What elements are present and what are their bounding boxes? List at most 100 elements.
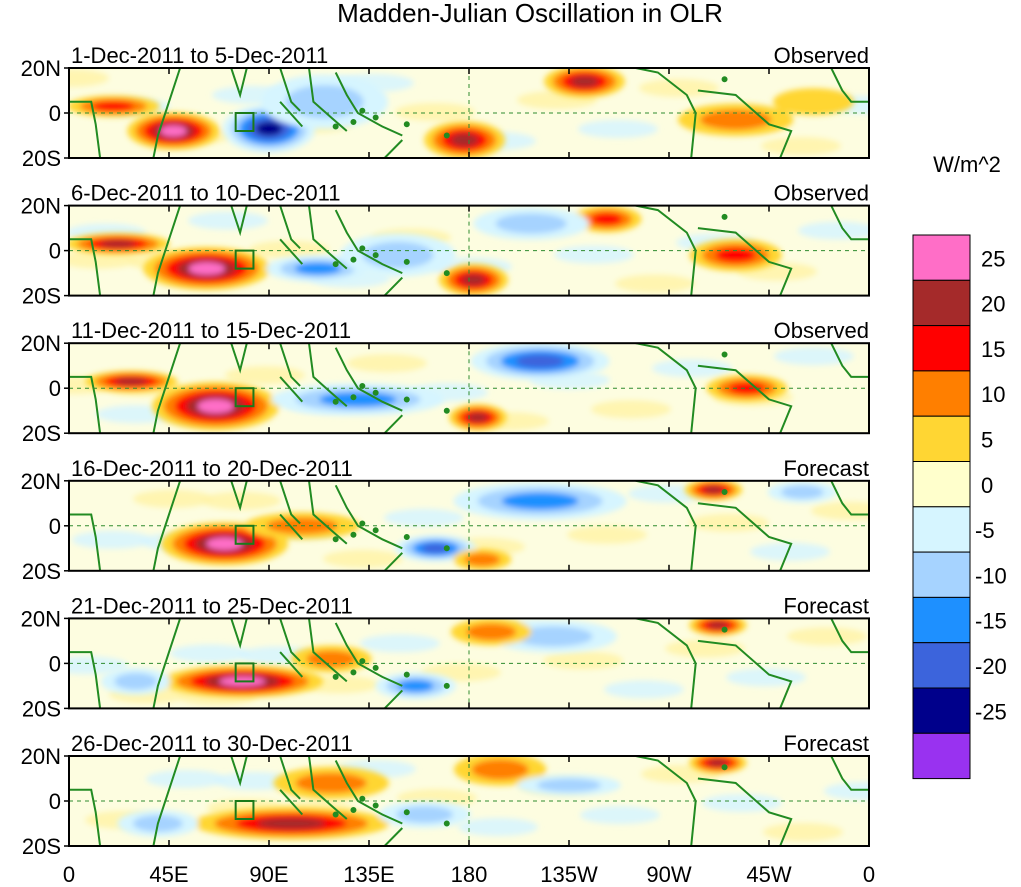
legend-tick-label: -25 [975, 699, 1007, 724]
island-dot [350, 531, 357, 538]
panel-status: Forecast [783, 593, 869, 618]
coastlines [69, 68, 869, 158]
index-box [234, 662, 255, 683]
background-patch [811, 501, 869, 520]
island-dot [721, 764, 728, 771]
coastline [830, 756, 869, 791]
coastline [279, 68, 301, 112]
panel-status: Observed [774, 43, 869, 68]
background-patch [69, 656, 128, 675]
legend-swatch [912, 234, 971, 281]
legend-tick-label: 15 [981, 337, 1005, 362]
panel-status: Forecast [783, 456, 869, 481]
background-patch [763, 823, 843, 841]
island-dot [443, 545, 450, 552]
background-patch [395, 103, 475, 121]
coastline [635, 480, 697, 571]
lon-tick-label: 90W [646, 862, 691, 887]
color-legend: W/m^2 25 20 15 10 5 0 -5 -10 -15 -20 -25 [912, 152, 1007, 780]
lat-tick-label: 0 [49, 101, 61, 126]
island-dot [359, 245, 366, 252]
coastline [308, 756, 348, 820]
lat-tick-label: 20N [21, 469, 61, 494]
coastline [279, 513, 304, 540]
coastline [697, 502, 793, 571]
island-dot [721, 76, 728, 83]
legend-swatch [912, 370, 971, 417]
island-dot [350, 394, 357, 401]
panel-status: Observed [774, 181, 869, 206]
lat-tick-label: 20S [22, 834, 61, 859]
panel-date-range: 26-Dec-2011 to 30-Dec-2011 [71, 731, 353, 756]
legend-swatch [912, 506, 971, 553]
island-dot [332, 811, 339, 818]
background-patch [360, 634, 440, 653]
island-dot [359, 795, 366, 802]
background-patch [726, 668, 806, 687]
island-dot [350, 669, 357, 676]
legend-tick-label: 20 [981, 292, 1005, 317]
lat-tick-label: 0 [49, 376, 61, 401]
panel-date-range: 6-Dec-2011 to 10-Dec-2011 [71, 181, 340, 206]
legend-units-label: W/m^2 [933, 152, 1001, 177]
coastline [697, 89, 793, 158]
longitude-axis: 0 45E 90E 135E 180 135W 90W 45W 0 [63, 862, 875, 887]
coastline [230, 756, 248, 787]
coastline [230, 68, 248, 99]
island-dot [359, 520, 366, 527]
island-dot [332, 261, 339, 268]
anomaly-contour [467, 412, 488, 423]
panel-date-range: 11-Dec-2011 to 15-Dec-2011 [71, 318, 351, 343]
panel-4: 16-Dec-2011 to 20-Dec-2011 Forecast 20N 0 20… [21, 456, 870, 584]
lat-tick-label: 0 [49, 239, 61, 264]
anomaly-contour [114, 673, 157, 690]
island-dot [443, 270, 450, 277]
coastline [635, 343, 697, 434]
coastline [230, 205, 248, 237]
coastline [308, 343, 348, 407]
index-box [234, 249, 255, 270]
anomaly-contour [160, 125, 187, 137]
lat-tick-label: 20S [22, 146, 61, 171]
background-patch [347, 354, 427, 373]
background-patch [225, 366, 305, 385]
background-patch [69, 250, 139, 269]
anomaly-contour [514, 626, 593, 647]
legend-swatch [912, 461, 971, 508]
coastline [383, 689, 404, 709]
island-dot [350, 256, 357, 263]
coastline [830, 343, 869, 378]
background-patch [615, 274, 695, 293]
coastline [383, 827, 404, 846]
background-patch [214, 772, 294, 790]
legend-tick-label: 5 [981, 428, 993, 453]
island-dot [443, 132, 450, 139]
legend-swatch [912, 687, 971, 734]
anomaly-contour [397, 679, 434, 692]
index-box [234, 800, 255, 820]
lat-tick-label: 20N [21, 56, 61, 81]
panel-status: Forecast [783, 731, 869, 756]
background-patch [702, 794, 782, 812]
island-dot [359, 107, 366, 114]
anomaly-contour [715, 247, 757, 263]
island-dot [372, 114, 379, 121]
coastline [697, 364, 793, 434]
lon-tick-label: 45W [746, 862, 791, 887]
lat-tick-label: 0 [49, 514, 61, 539]
background-patch [689, 513, 769, 532]
panel-date-range: 21-Dec-2011 to 25-Dec-2011 [71, 593, 353, 618]
background-patch [578, 120, 658, 138]
background-patch [69, 69, 109, 87]
anomaly-contour [471, 759, 529, 780]
legend-tick-label: 0 [981, 473, 993, 498]
lon-tick-label: 135W [540, 862, 598, 887]
background-patch [567, 525, 647, 544]
anomaly-contour [99, 240, 136, 248]
anomaly-contour [319, 392, 397, 407]
lat-tick-label: 20S [22, 421, 61, 446]
panel-2: 6-Dec-2011 to 10-Dec-2011 Observed 20N 0 20S [21, 181, 870, 309]
coastline [279, 789, 304, 816]
island-dot [443, 820, 450, 827]
